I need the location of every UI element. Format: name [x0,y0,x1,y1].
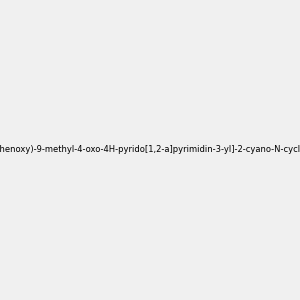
Text: (2E)-3-[2-(4-tert-butylphenoxy)-9-methyl-4-oxo-4H-pyrido[1,2-a]pyrimidin-3-yl]-2: (2E)-3-[2-(4-tert-butylphenoxy)-9-methyl… [0,146,300,154]
